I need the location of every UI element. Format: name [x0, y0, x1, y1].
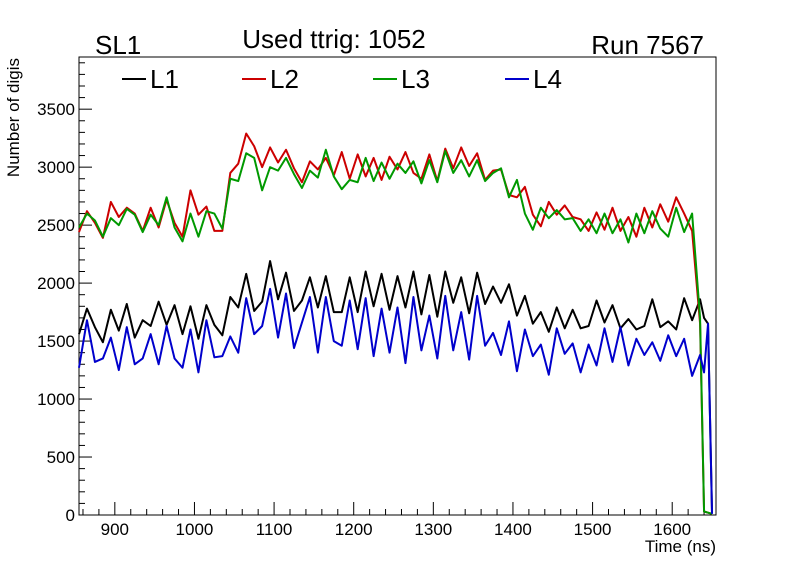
plot-border [78, 56, 717, 516]
chart-right-label: Run 7567 [591, 30, 704, 60]
series-line-l3 [78, 148, 713, 515]
x-tick-label: 1600 [653, 520, 691, 539]
legend-entry-l4: L4 [505, 64, 562, 94]
y-axis: 0 500 1000 1500 2000 2500 3000 3500 [37, 62, 92, 525]
legend-label: L1 [150, 64, 179, 94]
legend-label: L4 [533, 64, 562, 94]
y-tick-label: 3500 [37, 100, 75, 119]
y-tick-label: 3000 [37, 158, 75, 177]
x-axis: 900 1000 1100 1200 1300 1400 1500 1600 [82, 502, 705, 539]
y-tick-label: 2500 [37, 216, 75, 235]
x-tick-label: 1000 [176, 520, 214, 539]
legend-label: L3 [401, 64, 430, 94]
x-axis-label: Time (ns) [645, 537, 716, 556]
series-lines [78, 132, 714, 515]
chart-title: Used ttrig: 1052 [242, 24, 426, 54]
x-tick-label: 1300 [414, 520, 452, 539]
y-tick-label: 0 [66, 506, 75, 525]
y-tick-label: 500 [47, 448, 75, 467]
series-line-l4 [78, 287, 714, 514]
series-line-l2 [78, 132, 713, 515]
x-tick-label: 1400 [494, 520, 532, 539]
legend-entry-l3: L3 [373, 64, 430, 94]
y-tick-label: 2000 [37, 274, 75, 293]
y-axis-label: Number of digis [4, 58, 23, 177]
legend-entry-l2: L2 [242, 64, 299, 94]
x-tick-label: 1200 [335, 520, 373, 539]
x-tick-label: 1100 [256, 520, 293, 539]
chart-left-label: SL1 [95, 30, 141, 60]
legend: L1 L2 L3 L4 [122, 64, 562, 94]
legend-entry-l1: L1 [122, 64, 179, 94]
plot-frame [78, 56, 717, 516]
series-line-l1 [78, 260, 714, 513]
y-tick-label: 1000 [37, 390, 75, 409]
y-tick-label: 1500 [37, 332, 75, 351]
x-tick-label: 1500 [574, 520, 612, 539]
legend-label: L2 [270, 64, 299, 94]
x-tick-label: 900 [101, 520, 129, 539]
